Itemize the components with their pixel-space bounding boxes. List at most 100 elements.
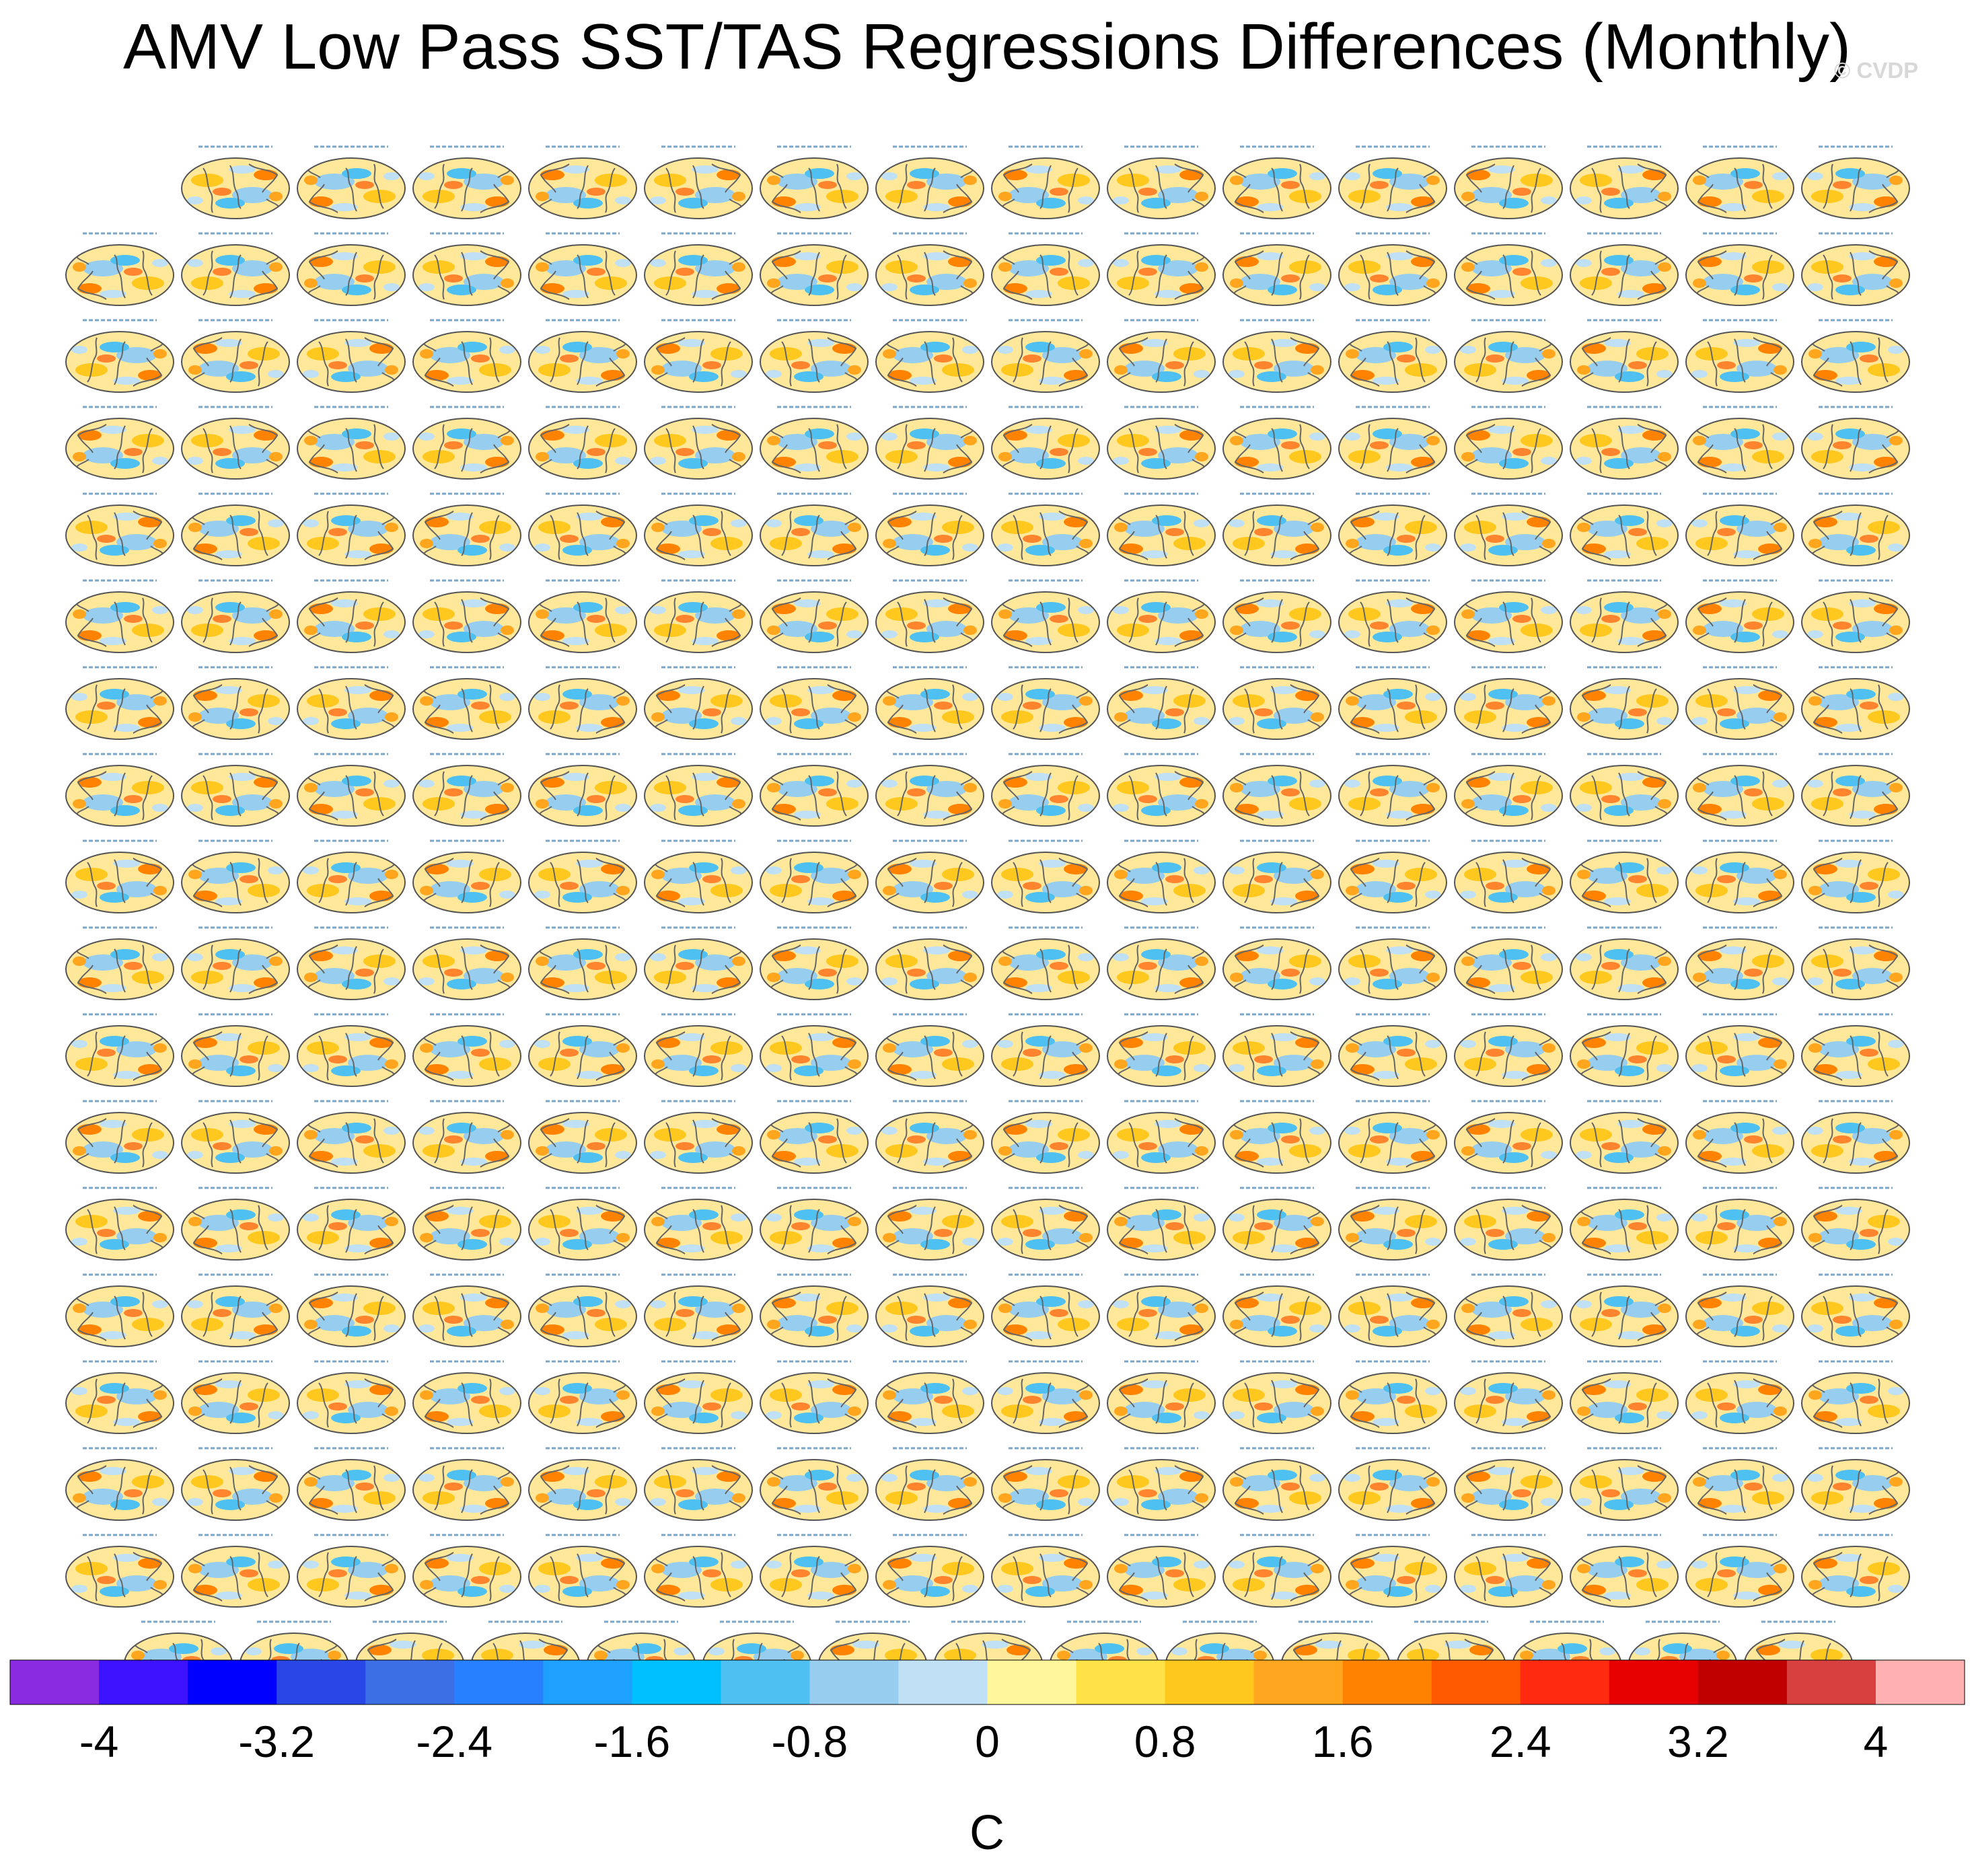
- map-panel: [528, 1447, 637, 1521]
- map-outline: [297, 1546, 406, 1608]
- map-outline: [528, 1285, 637, 1347]
- map-panel: [1570, 492, 1679, 566]
- map-outline: [181, 1025, 290, 1087]
- map-panel: [1454, 406, 1563, 480]
- map-panel: [181, 1360, 290, 1434]
- map-outline: [412, 1199, 521, 1261]
- map-panel: [528, 492, 637, 566]
- map-panel: [1107, 1273, 1216, 1347]
- map-outline: [875, 157, 984, 219]
- map-panel: [1570, 753, 1679, 827]
- map-outline: [181, 1112, 290, 1174]
- colorbar-tick-label: -1.6: [593, 1717, 670, 1766]
- map-outline: [1222, 1285, 1331, 1347]
- map-outline: [875, 678, 984, 740]
- map-panel: [991, 1360, 1100, 1434]
- map-panel: [412, 1447, 521, 1521]
- map-panel: [412, 406, 521, 480]
- map-outline: [1685, 678, 1794, 740]
- map-panel: [760, 1447, 869, 1521]
- map-panel: [528, 1360, 637, 1434]
- colorbar-swatch: [632, 1660, 721, 1704]
- map-outline: [1222, 852, 1331, 913]
- colorbar-tick-label: -0.8: [772, 1717, 848, 1766]
- map-panel: [65, 579, 174, 653]
- map-outline: [1570, 1112, 1679, 1174]
- map-outline: [760, 1025, 869, 1087]
- map-outline: [644, 1112, 753, 1174]
- map-panel: [1454, 1187, 1563, 1261]
- map-outline: [412, 1546, 521, 1608]
- map-panel: [1685, 753, 1794, 827]
- map-outline: [1685, 1372, 1794, 1434]
- map-panel: [644, 1273, 753, 1347]
- map-panel: [1222, 1100, 1331, 1174]
- map-panel: [760, 1273, 869, 1347]
- colorbar-swatch: [1875, 1660, 1965, 1704]
- map-outline: [644, 418, 753, 480]
- map-panel: [1454, 666, 1563, 740]
- map-panel: [1338, 1100, 1447, 1174]
- map-panel: [181, 1187, 290, 1261]
- map-outline: [1685, 504, 1794, 566]
- map-outline: [644, 852, 753, 913]
- map-panel: [1222, 839, 1331, 913]
- map-outline: [412, 938, 521, 1000]
- map-outline: [181, 331, 290, 393]
- map-panel: [1801, 753, 1910, 827]
- map-outline: [1338, 1199, 1447, 1261]
- map-panel: [1222, 492, 1331, 566]
- map-outline: [1570, 1372, 1679, 1434]
- colorbar-tick-label: -3.2: [238, 1717, 315, 1766]
- map-panel: [65, 1273, 174, 1347]
- map-outline: [875, 1112, 984, 1174]
- colorbar-swatch: [1253, 1660, 1344, 1704]
- colorbar-swatch: [277, 1660, 366, 1704]
- map-outline: [760, 678, 869, 740]
- map-panel: [65, 1447, 174, 1521]
- map-outline: [1570, 765, 1679, 827]
- map-panel: [1222, 319, 1331, 393]
- map-panel: [297, 753, 406, 827]
- map-outline: [991, 591, 1100, 653]
- map-panel: [1454, 1013, 1563, 1087]
- map-panel: [1338, 1447, 1447, 1521]
- map-panel: [1570, 319, 1679, 393]
- map-outline: [65, 765, 174, 827]
- map-outline: [991, 938, 1100, 1000]
- map-outline: [528, 678, 637, 740]
- colorbar-tick-label: 3.2: [1667, 1717, 1729, 1766]
- map-panel: [1570, 406, 1679, 480]
- map-outline: [65, 1199, 174, 1261]
- map-outline: [1570, 938, 1679, 1000]
- map-panel: [528, 406, 637, 480]
- map-outline: [1107, 244, 1216, 306]
- map-outline: [1222, 1546, 1331, 1608]
- map-panel: [1685, 926, 1794, 1000]
- map-outline: [1570, 678, 1679, 740]
- map-panel: [875, 1534, 984, 1608]
- map-panel: [644, 753, 753, 827]
- map-outline: [1338, 1112, 1447, 1174]
- map-panel: [412, 1273, 521, 1347]
- map-outline: [1338, 1546, 1447, 1608]
- map-outline: [1454, 1285, 1563, 1347]
- map-outline: [297, 157, 406, 219]
- map-outline: [1801, 1112, 1910, 1174]
- map-panel: [1107, 926, 1216, 1000]
- map-panel: [181, 1100, 290, 1174]
- map-outline: [875, 591, 984, 653]
- map-panel: [181, 319, 290, 393]
- map-panel: [412, 145, 521, 219]
- map-outline: [1222, 678, 1331, 740]
- map-outline: [760, 1112, 869, 1174]
- map-panel: [760, 753, 869, 827]
- map-outline: [1107, 678, 1216, 740]
- map-outline: [65, 1459, 174, 1521]
- map-outline: [65, 1285, 174, 1347]
- map-outline: [1570, 1199, 1679, 1261]
- map-outline: [528, 331, 637, 393]
- map-outline: [1570, 1025, 1679, 1087]
- map-outline: [991, 852, 1100, 913]
